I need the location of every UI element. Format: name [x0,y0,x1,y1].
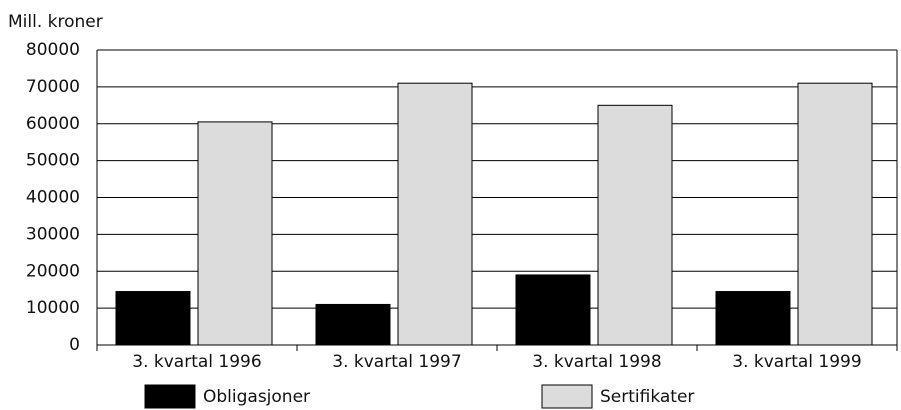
y-axis-label: Mill. kroner [8,12,103,32]
y-tick-label: 50000 [26,151,80,171]
y-tick-label: 0 [69,335,80,355]
x-tick-label: 3. kvartal 1999 [732,352,861,372]
legend-label: Sertifikater [600,387,694,407]
bar [115,291,191,346]
y-tick-label: 80000 [26,40,80,60]
x-tick-label: 3. kvartal 1997 [332,352,461,372]
y-tick-label: 60000 [26,114,80,134]
x-tick-label: 3. kvartal 1996 [132,352,261,372]
legend-swatch [144,384,196,409]
bar [515,274,591,346]
legend-label: Obligasjoner [203,387,310,407]
bar [597,104,673,346]
x-tick-label: 3. kvartal 1998 [532,352,661,372]
bar [797,82,873,346]
legend-swatch [541,384,593,409]
y-tick-label: 20000 [26,261,80,281]
y-tick-label: 30000 [26,224,80,244]
bar [715,291,791,346]
bar [315,303,391,346]
bar [397,82,473,346]
y-tick-label: 10000 [26,298,80,318]
y-tick-label: 40000 [26,188,80,208]
bar [197,121,273,346]
y-tick-label: 70000 [26,77,80,97]
